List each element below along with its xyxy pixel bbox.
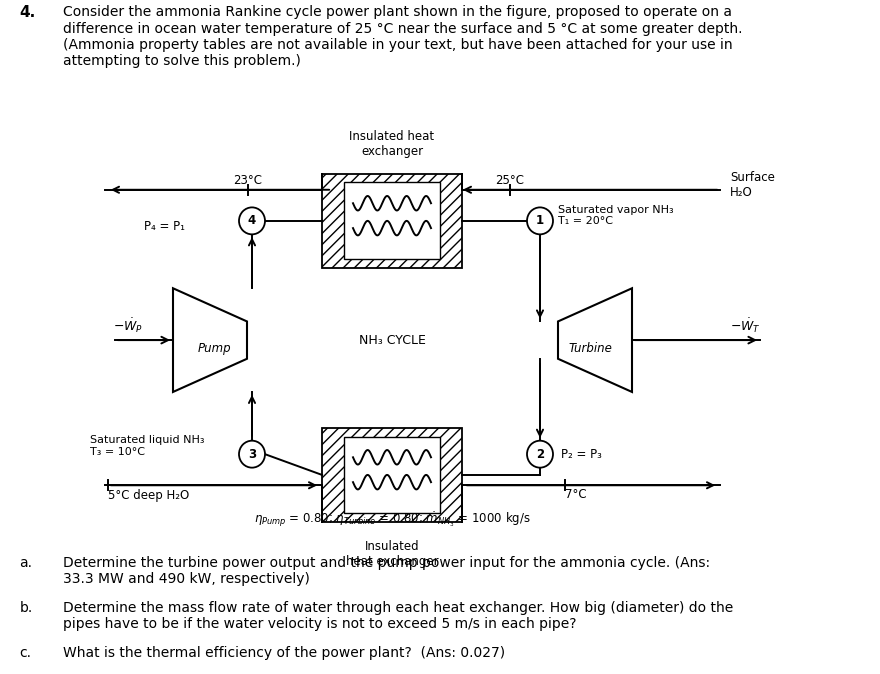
Text: 7°C: 7°C xyxy=(565,489,587,501)
Text: Surface
H₂O: Surface H₂O xyxy=(730,171,775,199)
Text: Pump: Pump xyxy=(198,342,231,355)
Text: Determine the turbine power output and the pump power input for the ammonia cycl: Determine the turbine power output and t… xyxy=(63,556,710,586)
Text: 2: 2 xyxy=(536,448,544,460)
Text: Saturated vapor NH₃
T₁ = 20°C: Saturated vapor NH₃ T₁ = 20°C xyxy=(558,205,673,226)
Bar xyxy=(322,174,462,268)
Circle shape xyxy=(527,441,553,468)
Text: $\eta_{Pump}$ = 0.80; $\eta_{Turbine}$ = 0.80; $\dot{m}_{NH_3}$ = 1000 kg/s: $\eta_{Pump}$ = 0.80; $\eta_{Turbine}$ =… xyxy=(253,510,531,528)
Text: Saturated liquid NH₃
T₃ = 10°C: Saturated liquid NH₃ T₃ = 10°C xyxy=(90,435,204,457)
Circle shape xyxy=(527,208,553,235)
Text: Determine the mass flow rate of water through each heat exchanger. How big (diam: Determine the mass flow rate of water th… xyxy=(63,601,734,632)
Bar xyxy=(344,183,440,259)
Text: 1: 1 xyxy=(536,214,544,227)
Text: $-\dot{W}_P$: $-\dot{W}_P$ xyxy=(113,316,143,335)
Text: Consider the ammonia Rankine cycle power plant shown in the figure, proposed to : Consider the ammonia Rankine cycle power… xyxy=(63,5,743,68)
Text: P₄ = P₁: P₄ = P₁ xyxy=(144,220,186,233)
Bar xyxy=(344,437,440,514)
Polygon shape xyxy=(173,288,247,392)
Text: 3: 3 xyxy=(248,448,256,460)
Text: 5°C deep H₂O: 5°C deep H₂O xyxy=(108,489,189,502)
Polygon shape xyxy=(558,288,632,392)
Text: $-\dot{W}_T$: $-\dot{W}_T$ xyxy=(730,316,760,335)
Text: 4: 4 xyxy=(248,214,256,227)
Text: 23°C: 23°C xyxy=(233,174,262,187)
Bar xyxy=(322,428,462,522)
Text: c.: c. xyxy=(19,646,32,660)
Text: P₂ = P₃: P₂ = P₃ xyxy=(561,448,602,460)
Circle shape xyxy=(239,441,265,468)
Circle shape xyxy=(239,208,265,235)
Text: Insulated
heat exchanger: Insulated heat exchanger xyxy=(346,541,438,568)
Text: Insulated heat
exchanger: Insulated heat exchanger xyxy=(349,129,435,158)
Text: 25°C: 25°C xyxy=(495,174,524,187)
Text: NH₃ CYCLE: NH₃ CYCLE xyxy=(358,334,425,346)
Text: b.: b. xyxy=(19,601,33,615)
Text: Turbine: Turbine xyxy=(568,342,612,355)
Text: What is the thermal efficiency of the power plant?  (​Ans: 0.027): What is the thermal efficiency of the po… xyxy=(63,646,505,660)
Text: a.: a. xyxy=(19,556,33,570)
Text: 4.: 4. xyxy=(19,5,35,20)
